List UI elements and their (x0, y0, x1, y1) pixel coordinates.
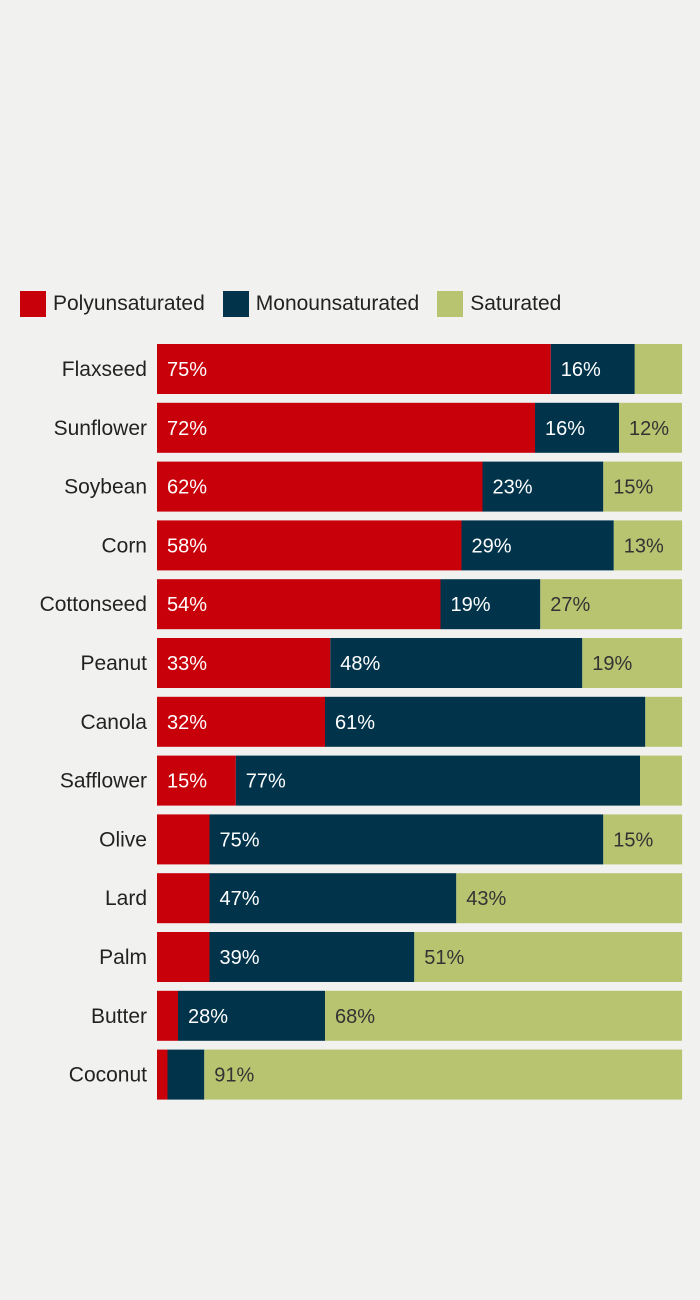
category-label-cottonseed: Cottonseed (40, 593, 147, 616)
category-label-sunflower: Sunflower (54, 417, 147, 440)
legend-item-saturated: Saturated (437, 291, 561, 317)
data-label-soybean-polyunsaturated: 62% (167, 477, 207, 499)
bar-safflower-saturated (640, 755, 682, 806)
legend-label-monounsaturated: Monounsaturated (255, 292, 420, 315)
data-label-peanut-saturated: 19% (592, 653, 632, 675)
data-label-palm-monounsaturated: 39% (220, 947, 260, 969)
data-label-peanut-monounsaturated: 48% (340, 653, 380, 675)
category-label-canola: Canola (80, 711, 147, 734)
bar-lard-saturated (456, 873, 683, 924)
bar-soybean-polyunsaturated (157, 461, 483, 512)
bar-safflower-polyunsaturated (157, 755, 236, 806)
legend-label-saturated: Saturated (470, 292, 562, 315)
bar-cottonseed-saturated (540, 579, 683, 630)
bar-canola-saturated (645, 696, 683, 747)
category-label-flaxseed: Flaxseed (62, 358, 147, 381)
bar-palm-monounsaturated (209, 932, 415, 982)
bar-cottonseed-polyunsaturated (157, 579, 441, 630)
category-label-palm: Palm (99, 946, 147, 969)
data-label-canola-monounsaturated: 61% (335, 712, 375, 734)
data-label-corn-monounsaturated: 29% (472, 535, 512, 557)
bar-butter-monounsaturated (178, 990, 325, 1041)
bar-canola-polyunsaturated (157, 696, 325, 747)
bar-corn-monounsaturated (461, 520, 614, 571)
bar-soybean-saturated (603, 461, 683, 512)
category-label-soybean: Soybean (64, 476, 147, 499)
category-label-coconut: Coconut (69, 1064, 147, 1087)
bar-coconut-polyunsaturated (157, 1049, 168, 1100)
data-label-lard-monounsaturated: 47% (220, 888, 260, 910)
bar-lard-polyunsaturated (157, 873, 210, 924)
data-label-cottonseed-saturated: 27% (550, 594, 590, 616)
data-label-butter-saturated: 68% (335, 1006, 375, 1028)
bar-peanut-saturated (582, 638, 683, 688)
bar-sunflower-polyunsaturated (157, 402, 535, 453)
bar-coconut-saturated (204, 1049, 683, 1100)
data-label-sunflower-saturated: 12% (629, 418, 669, 440)
bar-palm-polyunsaturated (157, 932, 210, 982)
bar-flaxseed-monounsaturated (550, 344, 635, 394)
legend-swatch-saturated (437, 291, 464, 317)
data-label-flaxseed-monounsaturated: 16% (561, 359, 601, 381)
bar-olive-saturated (603, 814, 683, 865)
bar-sunflower-saturated (619, 402, 682, 453)
bar-flaxseed-saturated (634, 344, 683, 394)
data-label-safflower-monounsaturated: 77% (246, 771, 286, 793)
data-label-soybean-monounsaturated: 23% (493, 477, 533, 499)
bar-olive-polyunsaturated (157, 814, 210, 865)
bar-butter-saturated (325, 990, 682, 1041)
data-label-olive-saturated: 15% (613, 829, 653, 851)
data-label-coconut-saturated: 91% (214, 1065, 254, 1087)
bar-palm-saturated (414, 932, 683, 982)
data-label-cottonseed-monounsaturated: 19% (451, 594, 491, 616)
data-label-sunflower-monounsaturated: 16% (545, 418, 585, 440)
legend: Polyunsaturated Monounsaturated Saturate… (20, 290, 579, 318)
bar-peanut-monounsaturated (330, 638, 583, 688)
data-label-soybean-saturated: 15% (613, 477, 653, 499)
bar-canola-monounsaturated (325, 696, 646, 747)
data-label-sunflower-polyunsaturated: 72% (167, 418, 207, 440)
data-label-olive-monounsaturated: 75% (220, 829, 260, 851)
data-label-peanut-polyunsaturated: 33% (167, 653, 207, 675)
bar-flaxseed-polyunsaturated (157, 344, 551, 394)
data-label-corn-saturated: 13% (624, 535, 664, 557)
legend-item-monounsaturated: Monounsaturated (222, 291, 420, 317)
data-label-safflower-polyunsaturated: 15% (167, 771, 207, 793)
category-label-olive: Olive (99, 828, 147, 851)
legend-swatch-polyunsaturated (20, 291, 46, 317)
data-label-butter-monounsaturated: 28% (188, 1006, 228, 1028)
category-label-lard: Lard (105, 887, 147, 910)
bar-coconut-monounsaturated (167, 1049, 205, 1100)
bar-corn-saturated (613, 520, 683, 571)
legend-item-polyunsaturated: Polyunsaturated (20, 291, 205, 317)
data-label-palm-saturated: 51% (424, 947, 464, 969)
category-label-safflower: Safflower (60, 770, 147, 793)
bar-peanut-polyunsaturated (157, 638, 331, 688)
bar-olive-monounsaturated (209, 814, 604, 865)
legend-label-polyunsaturated: Polyunsaturated (53, 292, 205, 315)
data-label-lard-saturated: 43% (466, 888, 506, 910)
bar-safflower-monounsaturated (235, 755, 641, 806)
data-label-flaxseed-polyunsaturated: 75% (167, 359, 207, 381)
bar-sunflower-monounsaturated (535, 402, 619, 453)
legend-swatch-monounsaturated (222, 291, 249, 317)
data-label-cottonseed-polyunsaturated: 54% (167, 594, 207, 616)
category-label-peanut: Peanut (80, 652, 147, 675)
data-label-canola-polyunsaturated: 32% (167, 712, 207, 734)
data-label-corn-polyunsaturated: 58% (167, 535, 207, 557)
category-label-corn: Corn (101, 534, 147, 557)
bar-soybean-monounsaturated (482, 461, 604, 512)
bar-corn-polyunsaturated (157, 520, 462, 571)
bar-lard-monounsaturated (209, 873, 457, 924)
category-label-butter: Butter (91, 1005, 147, 1028)
bar-butter-polyunsaturated (157, 990, 178, 1041)
bar-cottonseed-monounsaturated (440, 579, 541, 630)
